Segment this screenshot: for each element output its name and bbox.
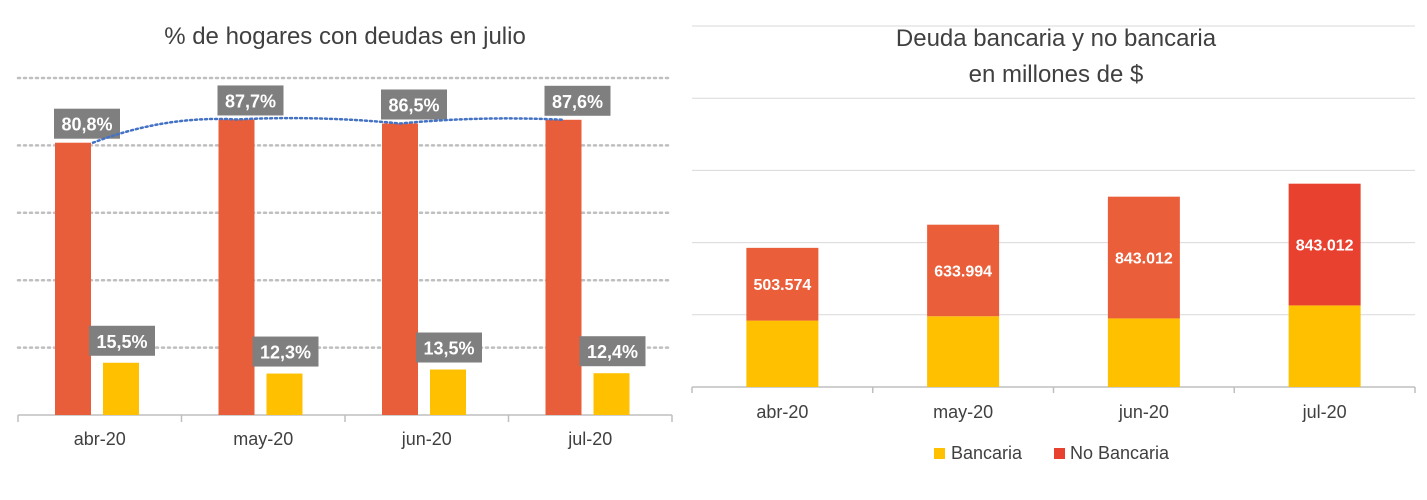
data-label: 503.574 bbox=[753, 277, 811, 294]
data-label-box bbox=[544, 85, 611, 116]
x-tick-label: jul-20 bbox=[567, 429, 612, 449]
bank-debt-chart-svg: Deuda bancaria y no bancaria en millones… bbox=[691, 25, 1416, 463]
data-label-box bbox=[89, 325, 155, 356]
bar-hogares-con-deudas bbox=[55, 142, 91, 416]
households-debt-chart-svg: % de hogares con deudas en julio 80,8% 15… bbox=[16, 23, 674, 449]
x-tick-label: may-20 bbox=[933, 402, 993, 422]
bar-bancaria bbox=[746, 320, 819, 387]
x-tick-label: abr-20 bbox=[74, 429, 126, 449]
bar-bancaria bbox=[927, 316, 1000, 387]
data-label-box bbox=[54, 108, 120, 139]
bank-debt-chart: Deuda bancaria y no bancaria en millones… bbox=[690, 0, 1427, 495]
chart-title: % de hogares con deudas en julio bbox=[164, 23, 526, 50]
legend-swatch-bancaria bbox=[934, 448, 945, 459]
data-label: 80,8% bbox=[61, 115, 112, 135]
chart-title-line-1: Deuda bancaria y no bancaria bbox=[896, 25, 1217, 52]
data-label: 13,5% bbox=[423, 339, 474, 359]
legend-swatch-no-bancaria bbox=[1054, 448, 1065, 459]
legend-label-no-bancaria: No Bancaria bbox=[1070, 443, 1170, 463]
bar-hogares-con-deudas bbox=[218, 119, 255, 416]
households-debt-chart: % de hogares con deudas en julio 80,8% 15… bbox=[0, 0, 690, 495]
data-label: 843.012 bbox=[1115, 251, 1173, 268]
data-label: 86,5% bbox=[388, 95, 439, 115]
bar-bancaria bbox=[1107, 318, 1180, 387]
bar-serie-2 bbox=[430, 369, 466, 415]
data-label: 87,6% bbox=[552, 92, 603, 112]
bar-serie-2 bbox=[266, 373, 303, 415]
data-label-box bbox=[217, 85, 284, 116]
chart-title-line-2: en millones de $ bbox=[969, 61, 1144, 88]
bar-bancaria bbox=[1288, 305, 1361, 387]
bar-serie-2 bbox=[593, 373, 630, 415]
data-label-box bbox=[381, 89, 447, 120]
data-label: 843.012 bbox=[1296, 238, 1354, 255]
trend-line bbox=[91, 116, 565, 144]
bar-no-bancaria bbox=[1288, 183, 1361, 306]
x-tick-label: jun-20 bbox=[401, 429, 452, 449]
x-tick-label: jul-20 bbox=[1302, 402, 1347, 422]
data-label: 87,7% bbox=[225, 91, 276, 111]
data-label: 15,5% bbox=[96, 332, 147, 352]
data-label-box bbox=[579, 336, 646, 367]
data-label: 12,3% bbox=[260, 343, 311, 363]
bar-no-bancaria bbox=[927, 224, 1000, 317]
data-label: 12,4% bbox=[587, 342, 638, 362]
bar-hogares-con-deudas bbox=[545, 119, 582, 416]
data-label-box bbox=[416, 332, 482, 363]
legend-label-bancaria: Bancaria bbox=[951, 443, 1023, 463]
data-label: 633.994 bbox=[934, 263, 992, 280]
bar-no-bancaria bbox=[746, 247, 819, 321]
bar-serie-2 bbox=[103, 362, 139, 415]
bar-hogares-con-deudas bbox=[382, 123, 418, 416]
x-tick-label: jun-20 bbox=[1118, 402, 1169, 422]
data-label-box bbox=[252, 336, 319, 367]
x-tick-label: may-20 bbox=[233, 429, 293, 449]
bar-no-bancaria bbox=[1107, 196, 1180, 319]
x-tick-label: abr-20 bbox=[756, 402, 808, 422]
